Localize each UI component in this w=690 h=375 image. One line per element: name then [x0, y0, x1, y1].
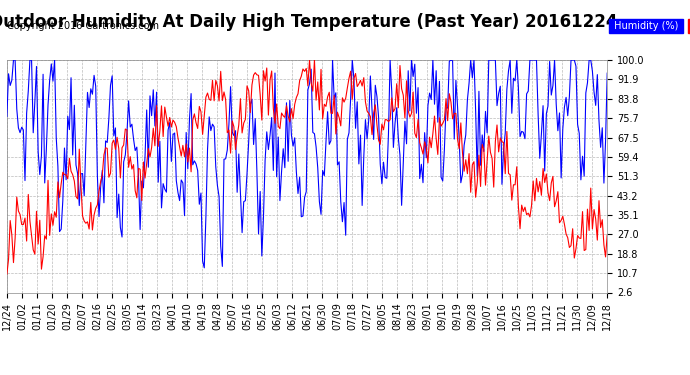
Text: Outdoor Humidity At Daily High Temperature (Past Year) 20161224: Outdoor Humidity At Daily High Temperatu… [0, 13, 618, 31]
Text: Humidity (%): Humidity (%) [611, 21, 681, 31]
Text: Copyright 2016 Cartronics.com: Copyright 2016 Cartronics.com [7, 21, 159, 31]
